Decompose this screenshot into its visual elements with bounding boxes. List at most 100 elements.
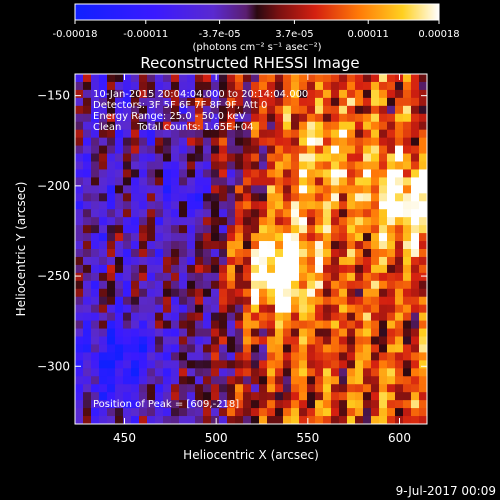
heatmap-cell: [355, 368, 364, 377]
heatmap-cell: [339, 408, 348, 417]
heatmap-cell: [379, 400, 388, 409]
heatmap-cell: [147, 225, 156, 234]
heatmap-cell: [211, 113, 220, 123]
heatmap-cell: [235, 280, 244, 290]
heatmap-cell: [411, 296, 420, 306]
heatmap-cell: [179, 304, 188, 314]
heatmap-cell: [347, 129, 356, 139]
heatmap-cell: [371, 296, 380, 306]
heatmap-cell: [163, 288, 172, 298]
heatmap-cell: [291, 312, 300, 322]
heatmap-cell: [291, 209, 300, 218]
heatmap-cell: [395, 209, 404, 218]
heatmap-cell: [307, 177, 316, 186]
heatmap-cell: [299, 209, 308, 218]
heatmap-cell: [283, 121, 292, 131]
heatmap-cell: [323, 81, 332, 91]
heatmap-cell: [347, 312, 356, 322]
heatmap-cell: [363, 368, 372, 377]
heatmap-cell: [179, 288, 188, 298]
heatmap-cell: [387, 113, 396, 123]
heatmap-cell: [339, 320, 348, 330]
heatmap-cell: [147, 280, 156, 290]
heatmap-cell: [323, 376, 332, 385]
heatmap-cell: [171, 185, 180, 194]
heatmap-cell: [171, 352, 180, 361]
heatmap-cell: [155, 280, 164, 290]
heatmap-cell: [283, 129, 292, 139]
heatmap-cell: [323, 209, 332, 218]
heatmap-cell: [371, 145, 380, 155]
heatmap-cell: [291, 376, 300, 385]
heatmap-cell: [331, 137, 340, 147]
heatmap-cell: [283, 161, 292, 170]
heatmap-cell: [363, 392, 372, 401]
heatmap-cell: [115, 201, 124, 210]
heatmap-cell: [147, 97, 156, 107]
heatmap-cell: [275, 145, 284, 155]
heatmap-cell: [83, 169, 92, 178]
heatmap-cell: [307, 328, 316, 337]
heatmap-cell: [411, 105, 420, 115]
heatmap-cell: [331, 121, 340, 131]
heatmap-cell: [387, 312, 396, 322]
heatmap-cell: [339, 272, 348, 282]
heatmap-cell: [171, 392, 180, 401]
heatmap-cell: [131, 256, 140, 266]
heatmap-cell: [387, 336, 396, 345]
heatmap-cell: [219, 384, 228, 393]
heatmap-cell: [243, 89, 252, 99]
heatmap-cell: [155, 384, 164, 393]
heatmap-cell: [363, 272, 372, 282]
heatmap-cell: [339, 400, 348, 409]
heatmap-cell: [123, 121, 132, 131]
heatmap-cell: [155, 169, 164, 178]
heatmap-cell: [355, 408, 364, 417]
heatmap-cell: [259, 376, 268, 385]
heatmap-cell: [355, 225, 364, 234]
heatmap-cell: [243, 416, 252, 424]
heatmap-cell: [371, 392, 380, 401]
heatmap-cell: [219, 360, 228, 369]
heatmap-cell: [411, 241, 420, 250]
heatmap-cell: [195, 185, 204, 194]
heatmap-cell: [339, 161, 348, 170]
heatmap-cell: [107, 169, 116, 178]
heatmap-cell: [243, 185, 252, 194]
heatmap-cell: [275, 384, 284, 393]
heatmap-cell: [267, 161, 276, 170]
heatmap-cell: [363, 264, 372, 274]
heatmap-cell: [171, 209, 180, 218]
heatmap-cell: [315, 416, 324, 424]
heatmap-cell: [219, 264, 228, 274]
heatmap-cell: [299, 137, 308, 147]
heatmap-cell: [411, 185, 420, 194]
heatmap-cell: [203, 105, 212, 115]
heatmap-cell: [139, 145, 148, 155]
heatmap-cell: [291, 408, 300, 417]
heatmap-cell: [363, 249, 372, 258]
heatmap-cell: [203, 320, 212, 330]
heatmap-cell: [211, 209, 220, 218]
heatmap-cell: [291, 304, 300, 314]
heatmap-cell: [259, 97, 268, 107]
heatmap-cell: [259, 209, 268, 218]
heatmap-cell: [331, 241, 340, 250]
heatmap-cell: [115, 368, 124, 377]
heatmap-cell: [131, 169, 140, 178]
heatmap-cell: [123, 145, 132, 155]
heatmap-cell: [155, 74, 164, 83]
heatmap-cell: [99, 97, 108, 107]
heatmap-cell: [347, 217, 356, 226]
heatmap-cell: [107, 209, 116, 218]
heatmap-cell: [115, 209, 124, 218]
heatmap-cell: [331, 209, 340, 218]
heatmap-cell: [219, 153, 228, 162]
heatmap-cell: [355, 336, 364, 345]
heatmap-cell: [315, 264, 324, 274]
heatmap-cell: [259, 225, 268, 234]
heatmap-cell: [251, 416, 260, 424]
heatmap-cell: [123, 209, 132, 218]
heatmap-cell: [187, 241, 196, 250]
heatmap-cell: [259, 328, 268, 337]
